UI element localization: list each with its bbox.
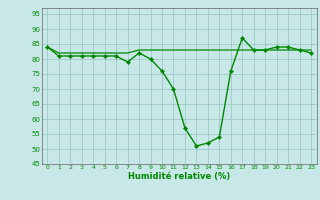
X-axis label: Humidité relative (%): Humidité relative (%) <box>128 172 230 181</box>
